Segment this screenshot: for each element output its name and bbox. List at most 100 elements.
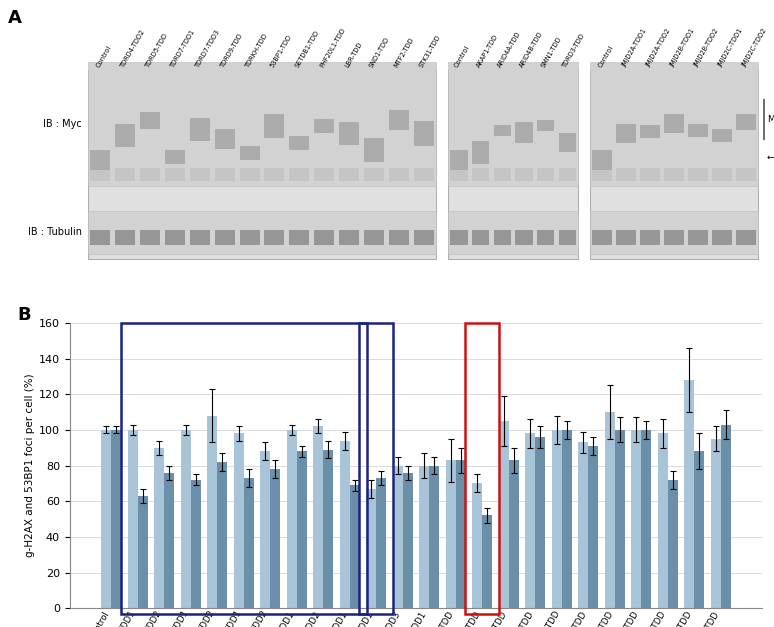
Bar: [392, 465, 402, 608]
Bar: [389, 167, 409, 181]
Bar: [494, 230, 511, 245]
Bar: [260, 451, 270, 608]
Bar: [314, 124, 334, 150]
Text: ARID4A-TDD: ARID4A-TDD: [497, 30, 522, 68]
Bar: [448, 70, 578, 260]
Bar: [482, 515, 492, 608]
Bar: [632, 430, 642, 608]
Bar: [642, 430, 652, 608]
Bar: [364, 122, 384, 142]
Bar: [265, 230, 284, 245]
Bar: [668, 480, 678, 608]
Bar: [359, 323, 393, 614]
Bar: [270, 469, 280, 608]
Text: Control: Control: [95, 44, 112, 68]
Text: IB : Tubulin: IB : Tubulin: [28, 228, 82, 238]
Bar: [289, 167, 310, 181]
Bar: [88, 70, 436, 260]
Bar: [339, 167, 359, 181]
Bar: [616, 230, 635, 245]
Text: TDRD4-TDD2: TDRD4-TDD2: [120, 28, 147, 68]
Text: TDRD5-TDD: TDRD5-TDD: [145, 31, 170, 68]
Bar: [364, 230, 384, 245]
Bar: [296, 451, 307, 608]
Bar: [526, 433, 536, 608]
Text: PHF20L1-TDD: PHF20L1-TDD: [319, 26, 347, 68]
Text: LBR-TDD: LBR-TDD: [344, 41, 363, 68]
Bar: [140, 167, 160, 181]
Bar: [494, 134, 511, 146]
Bar: [472, 167, 489, 181]
Text: SETDB1-TDD: SETDB1-TDD: [294, 29, 320, 68]
Bar: [314, 167, 334, 181]
Bar: [350, 485, 360, 608]
Bar: [498, 421, 509, 608]
Text: TDRD7-TDD1: TDRD7-TDD1: [170, 28, 197, 68]
Text: TDRKH-TDD: TDRKH-TDD: [245, 31, 269, 68]
Bar: [214, 167, 235, 181]
Bar: [180, 430, 190, 608]
Bar: [402, 473, 413, 608]
Bar: [339, 109, 359, 134]
Bar: [217, 462, 228, 608]
Bar: [515, 167, 533, 181]
Bar: [91, 230, 111, 245]
Bar: [640, 112, 659, 136]
Bar: [289, 135, 310, 150]
Bar: [688, 167, 707, 181]
Bar: [559, 230, 576, 245]
Bar: [244, 478, 254, 608]
Bar: [450, 150, 467, 170]
Bar: [472, 483, 482, 608]
Text: Myc-GFP-TDD: Myc-GFP-TDD: [767, 115, 774, 124]
Text: SMN1-TDD: SMN1-TDD: [540, 35, 563, 68]
Bar: [562, 430, 572, 608]
Bar: [265, 142, 284, 155]
Y-axis label: g-H2AX and 53BP1 foci per cell (%): g-H2AX and 53BP1 foci per cell (%): [25, 374, 35, 557]
Bar: [515, 107, 533, 133]
Bar: [736, 119, 755, 139]
Bar: [694, 451, 704, 608]
Bar: [115, 125, 135, 149]
Bar: [536, 437, 546, 608]
Bar: [207, 416, 217, 608]
Bar: [450, 167, 467, 181]
Text: ←Myc-GFP: ←Myc-GFP: [767, 153, 774, 162]
Bar: [509, 460, 519, 608]
Bar: [140, 230, 160, 245]
Bar: [234, 433, 244, 608]
Bar: [140, 119, 160, 145]
Bar: [592, 167, 611, 181]
Bar: [711, 439, 721, 608]
Bar: [324, 450, 334, 608]
Bar: [376, 478, 386, 608]
Text: Control: Control: [454, 44, 471, 68]
Bar: [314, 230, 334, 245]
Bar: [712, 230, 731, 245]
Bar: [420, 465, 430, 608]
Bar: [537, 167, 554, 181]
Text: JMJD2C-TDD1: JMJD2C-TDD1: [717, 28, 744, 68]
Text: STK31-TDD: STK31-TDD: [419, 33, 442, 68]
Bar: [472, 144, 489, 155]
Bar: [552, 430, 562, 608]
Bar: [165, 230, 185, 245]
Bar: [190, 167, 210, 181]
Bar: [91, 167, 111, 181]
Bar: [366, 488, 376, 608]
Text: AKAP1-TDD: AKAP1-TDD: [475, 33, 499, 68]
Text: TDRD3-TDD: TDRD3-TDD: [562, 31, 587, 68]
Text: MTF2-TDD: MTF2-TDD: [393, 36, 416, 68]
Text: JMJD2A-TDD1: JMJD2A-TDD1: [621, 28, 648, 68]
Bar: [154, 448, 164, 608]
Bar: [214, 230, 235, 245]
Bar: [339, 230, 359, 245]
Bar: [604, 412, 615, 608]
Bar: [712, 140, 731, 155]
Bar: [640, 230, 659, 245]
Bar: [138, 496, 148, 608]
Bar: [537, 230, 554, 245]
Bar: [736, 230, 755, 245]
Text: Control: Control: [597, 44, 614, 68]
Bar: [616, 167, 635, 181]
